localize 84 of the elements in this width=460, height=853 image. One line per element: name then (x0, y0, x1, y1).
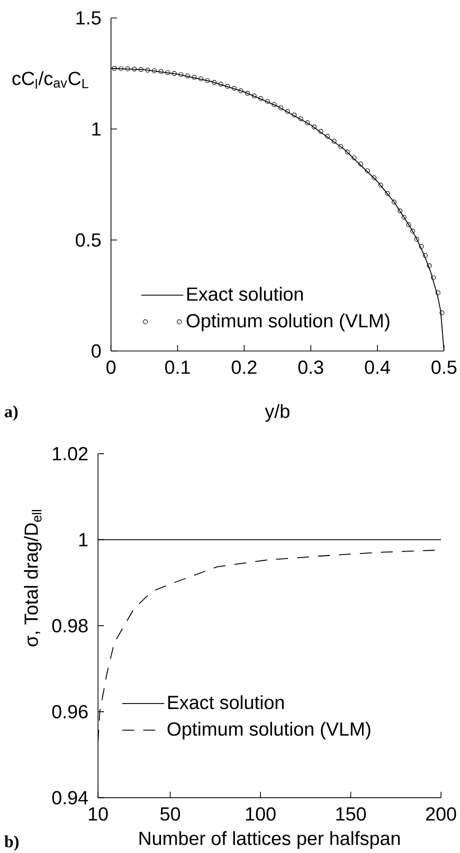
point (138, 67, 144, 72)
point (325, 134, 330, 139)
y-axis-title: σ, Total drag/D$_{ell}$ (24, 510, 42, 646)
y-tick-label: 0.94 (52, 790, 88, 804)
point (402, 214, 406, 220)
point (358, 162, 364, 166)
point (238, 88, 244, 94)
point (185, 74, 190, 78)
point (192, 74, 197, 80)
x-tick-label: 0 (106, 360, 116, 374)
point (172, 71, 177, 76)
point (252, 94, 257, 98)
text: a) (4, 405, 18, 421)
x-tick-label: 150 (336, 807, 366, 821)
x-axis-title: y/b (264, 404, 290, 422)
y-tick-label: 1.02 (52, 446, 88, 460)
point (125, 66, 130, 72)
point (132, 66, 137, 72)
y-tick-label: 0.96 (52, 704, 88, 718)
point (365, 168, 370, 174)
point (352, 155, 356, 160)
point (158, 69, 164, 74)
point (422, 253, 428, 258)
x-tick-label: 10 (88, 807, 108, 821)
y-axis-title: cC$_{l}$/c$_{av}$C$_{L}$ (12, 71, 88, 89)
point (232, 86, 237, 91)
point (278, 106, 284, 110)
point (218, 82, 224, 87)
point (118, 66, 124, 72)
x-tick-label: 0.2 (232, 360, 256, 374)
point (298, 116, 304, 122)
x-tick-label: 0.5 (432, 360, 456, 374)
text: b) (4, 835, 19, 851)
legend-label: Optimum solution (VLM) (168, 722, 370, 740)
x-tick-label: 100 (246, 807, 276, 821)
point (225, 84, 230, 89)
point (198, 76, 204, 82)
point (258, 96, 264, 101)
y-tick-label: 1 (79, 533, 88, 546)
point (378, 182, 384, 188)
point (145, 68, 150, 73)
x-tick-label: 50 (160, 807, 180, 821)
point (165, 70, 170, 75)
legend-label: Exact solution (168, 695, 284, 710)
x-tick-label: 0.1 (165, 360, 190, 374)
point (112, 66, 117, 71)
point (318, 129, 324, 134)
y-tick-label: 1.5 (76, 11, 101, 25)
point (406, 222, 412, 228)
y-tick-label: 0.98 (52, 618, 88, 632)
y-tick-label: 1 (92, 122, 101, 136)
point (436, 290, 440, 296)
y-tick-label: 0 (92, 344, 101, 358)
point (292, 112, 297, 118)
point (345, 150, 350, 154)
x-tick-label: 200 (426, 807, 456, 821)
point (384, 190, 390, 196)
point (392, 200, 396, 204)
point (205, 78, 210, 83)
point (332, 138, 337, 144)
point (398, 208, 402, 214)
point (152, 68, 157, 74)
point (440, 310, 444, 316)
point (372, 175, 376, 180)
legend-label: Exact solution (187, 286, 303, 301)
point (272, 102, 277, 107)
legend-label: Optimum solution (VLM) (186, 314, 390, 332)
point (430, 275, 436, 280)
point (178, 72, 184, 77)
point (305, 120, 310, 126)
point (265, 99, 270, 104)
point (312, 124, 317, 130)
x-tick-label: 0.3 (298, 360, 324, 374)
point (285, 109, 290, 114)
point (212, 80, 217, 85)
point (418, 244, 424, 249)
y-tick-label: 0.5 (76, 233, 101, 247)
x-tick-label: 0.4 (364, 360, 390, 374)
point (338, 144, 344, 149)
point (410, 228, 416, 234)
point (426, 263, 432, 268)
x-axis-title: Number of lattices per halfspan (140, 831, 400, 849)
point (414, 236, 420, 242)
point (245, 90, 250, 96)
